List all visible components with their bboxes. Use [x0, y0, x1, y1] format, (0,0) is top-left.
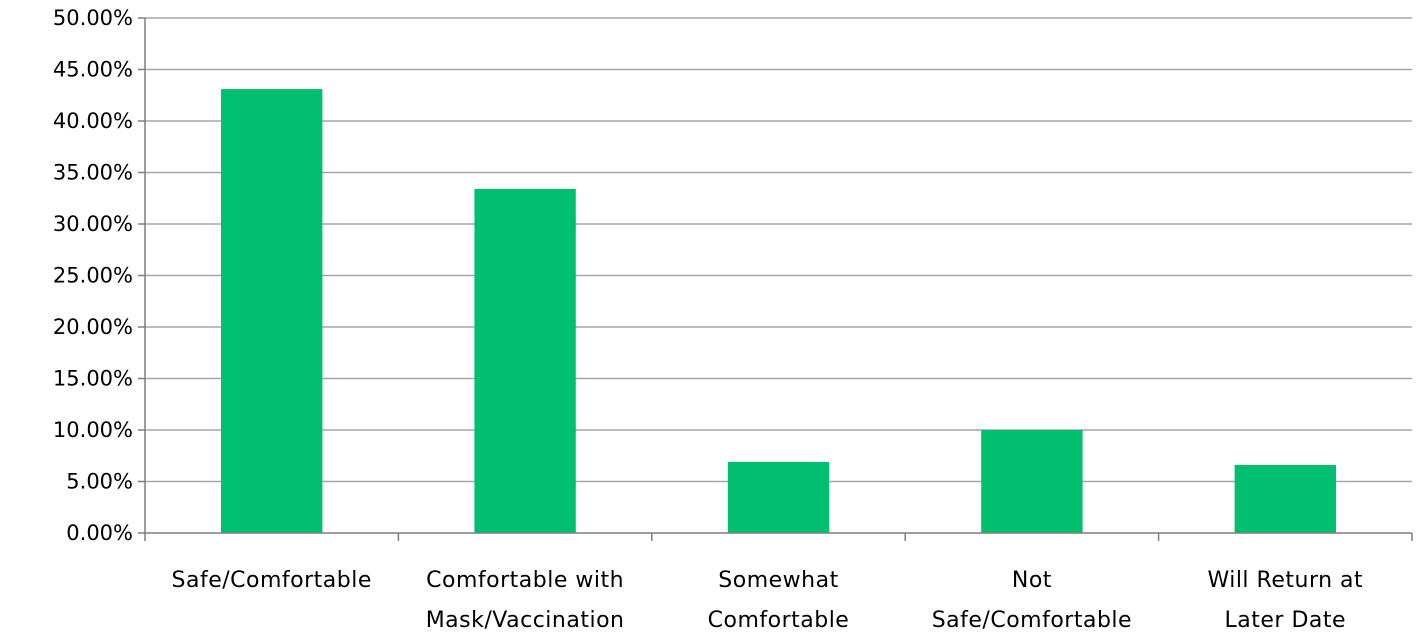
x-tick-label: Somewhat Comfortable — [708, 568, 850, 633]
y-tick-label: 50.00% — [53, 6, 133, 30]
y-tick-label: 20.00% — [53, 315, 133, 339]
x-tick-label: Not Safe/Comfortable — [932, 568, 1132, 633]
bar — [727, 461, 830, 533]
bar — [474, 188, 576, 534]
x-tick-label: Safe/Comfortable — [172, 568, 372, 593]
x-tick-label-line: Mask/Vaccination — [426, 608, 625, 633]
x-tick-label: Will Return at Later Date — [1207, 568, 1363, 633]
y-tick-label: 10.00% — [53, 418, 133, 442]
y-tick-label: 15.00% — [53, 367, 133, 391]
x-tick-label-line: Not — [1012, 568, 1052, 593]
bar-series — [221, 89, 1336, 534]
x-axis-tick-labels: Safe/Comfortable Comfortable with Mask/Vac… — [172, 568, 1363, 633]
x-tick-label-line: Later Date — [1225, 608, 1347, 633]
y-tick-label: 5.00% — [66, 470, 133, 494]
x-tick-label-line: Safe/Comfortable — [932, 608, 1132, 633]
bar — [221, 89, 323, 533]
y-tick-label: 25.00% — [53, 264, 133, 288]
y-axis-tick-labels: 0.00% 5.00% 10.00% 15.00% 20.00% 25.00% 30.00%… — [53, 6, 133, 545]
x-tick-label-line: Comfortable with — [426, 568, 624, 593]
x-tick-label: Comfortable with Mask/Vaccination — [426, 568, 625, 633]
bar — [981, 430, 1083, 533]
y-tick-label: 45.00% — [53, 58, 133, 82]
y-tick-label: 35.00% — [53, 161, 133, 185]
y-tick-label: 30.00% — [53, 212, 133, 236]
x-tick-label-line: Somewhat — [718, 568, 838, 593]
x-tick-label-line: Safe/Comfortable — [172, 568, 372, 593]
x-tick-label-line: Will Return at — [1207, 568, 1363, 593]
y-tick-label: 40.00% — [53, 109, 133, 133]
y-tick-label: 0.00% — [66, 521, 133, 545]
gridlines — [145, 17, 1412, 483]
axes — [138, 17, 1413, 541]
bar — [1234, 465, 1336, 533]
x-tick-label-line: Comfortable — [708, 608, 850, 633]
